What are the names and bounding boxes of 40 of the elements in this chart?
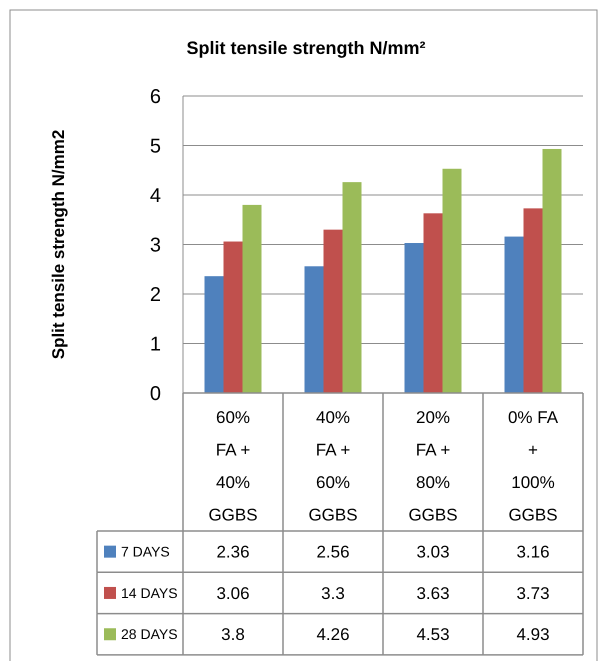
legend-label: 7 DAYS <box>121 544 170 560</box>
data-label: 2.36 <box>216 542 250 562</box>
bar <box>224 242 242 393</box>
x-tick-label: 40% FA + 60% GGBS <box>308 408 358 524</box>
bar <box>342 182 362 393</box>
bar <box>304 266 324 393</box>
data-label: 3.3 <box>321 584 345 603</box>
data-label: 3.06 <box>216 584 250 603</box>
legend-label: 28 DAYS <box>121 626 178 642</box>
x-tick-label: 20% FA + 80% GGBS <box>408 408 458 524</box>
y-axis-title: Split tensile strength N/mm2 <box>49 130 68 360</box>
data-label: 2.56 <box>316 542 350 562</box>
x-tick-label: 60% FA + 40% GGBS <box>208 408 258 524</box>
data-label: 3.8 <box>221 625 245 644</box>
bar <box>404 243 424 393</box>
y-tick-label: 2 <box>150 284 161 306</box>
y-tick-label: 0 <box>150 383 161 405</box>
y-tick-label: 1 <box>150 334 161 356</box>
data-label: 4.53 <box>416 625 450 644</box>
x-tick-label: 0% FA + 100% GGBS <box>508 408 559 524</box>
data-label: 4.93 <box>516 625 550 644</box>
bar <box>424 213 442 393</box>
bar <box>542 148 562 393</box>
y-tick-label: 6 <box>150 86 161 108</box>
bar <box>504 236 524 393</box>
bar <box>524 208 542 393</box>
legend-label: 14 DAYS <box>121 584 178 601</box>
y-tick-label: 4 <box>150 185 161 207</box>
bar <box>442 168 462 393</box>
data-label: 4.26 <box>316 625 350 644</box>
data-label: 3.16 <box>516 542 550 562</box>
chart-title: Split tensile strength N/mm² <box>186 38 426 58</box>
data-label: 3.63 <box>416 584 450 603</box>
y-tick-label: 5 <box>150 136 161 158</box>
y-tick-label: 3 <box>150 234 161 256</box>
bar <box>324 230 342 393</box>
data-label: 3.73 <box>516 584 550 603</box>
data-label: 3.03 <box>416 542 450 562</box>
bar <box>204 276 224 393</box>
bar <box>242 204 262 393</box>
